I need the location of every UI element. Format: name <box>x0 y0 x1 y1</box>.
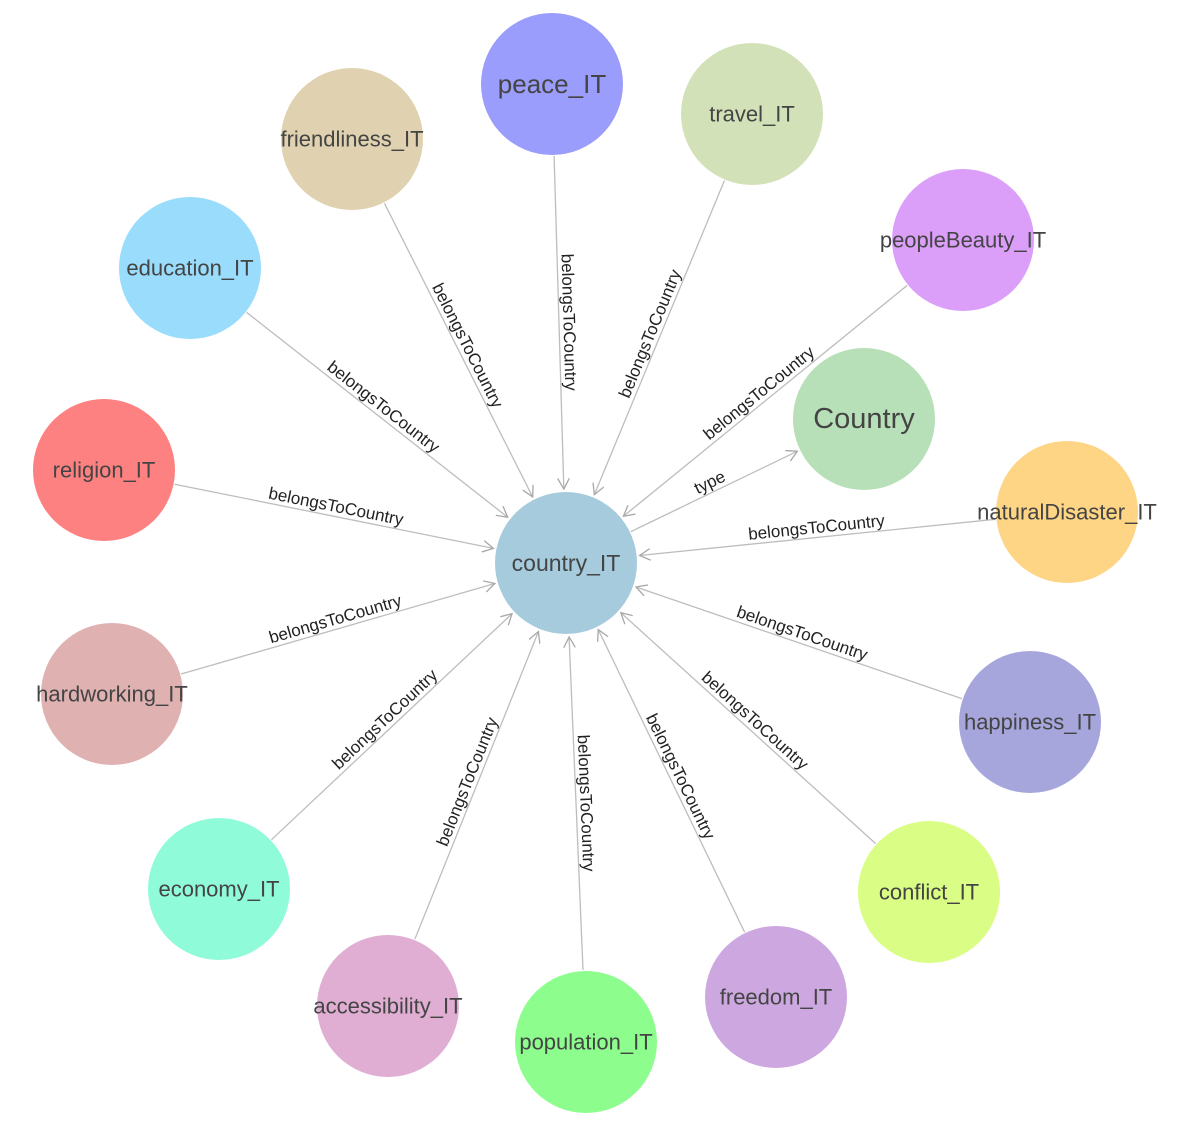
edge-line <box>640 518 996 555</box>
edge-line <box>383 202 532 497</box>
edge-line <box>271 614 512 841</box>
edge-line <box>623 284 908 516</box>
node-circle[interactable] <box>892 169 1034 311</box>
node-travel-it[interactable]: travel_IT <box>681 43 823 185</box>
edge-natural-disaster-it-to-country-it: belongsToCountry <box>640 511 996 555</box>
node-circle[interactable] <box>705 926 847 1068</box>
node-label: hardworking_IT <box>36 682 188 707</box>
node-label: country_IT <box>512 550 621 576</box>
edge-label: belongsToCountry <box>557 253 580 391</box>
node-peace-it[interactable]: peace_IT <box>481 13 623 155</box>
node-accessibility-it[interactable]: accessibility_IT <box>313 935 463 1077</box>
edge-line <box>621 613 877 845</box>
edge-freedom-it-to-country-it: belongsToCountry <box>598 630 746 933</box>
edge-label: belongsToCountry <box>324 357 444 457</box>
node-circle[interactable] <box>119 197 261 339</box>
node-circle[interactable] <box>959 651 1101 793</box>
node-circle[interactable] <box>996 441 1138 583</box>
nodes-layer: country_IT Country peace_IT travel_ITfriend… <box>33 13 1157 1113</box>
node-circle[interactable] <box>281 68 423 210</box>
node-freedom-it[interactable]: freedom_IT <box>705 926 847 1068</box>
node-label: population_IT <box>519 1030 652 1055</box>
edge-line <box>630 451 798 533</box>
node-circle[interactable] <box>481 13 623 155</box>
edge-line <box>636 587 963 700</box>
edge-label: belongsToCountry <box>328 665 441 773</box>
node-label: happiness_IT <box>964 710 1096 735</box>
node-circle[interactable] <box>793 348 935 490</box>
edge-label: belongsToCountry <box>574 734 599 872</box>
node-conflict-it[interactable]: conflict_IT <box>858 821 1000 963</box>
node-hardworking-it[interactable]: hardworking_IT <box>36 623 188 765</box>
node-natural-disaster-it[interactable]: naturalDisaster_IT <box>977 441 1157 583</box>
node-country[interactable]: Country <box>793 348 935 490</box>
node-label: religion_IT <box>53 458 156 483</box>
edge-label: belongsToCountry <box>698 668 813 774</box>
edge-label: belongsToCountry <box>734 602 870 665</box>
edge-line <box>414 632 539 940</box>
node-label: Country <box>813 403 915 435</box>
node-label: conflict_IT <box>879 880 979 905</box>
node-people-beauty-it[interactable]: peopleBeauty_IT <box>880 169 1046 311</box>
node-circle[interactable] <box>33 399 175 541</box>
edge-population-it-to-country-it: belongsToCountry <box>569 637 599 971</box>
edge-friendliness-it-to-country-it: belongsToCountry <box>383 202 532 497</box>
node-circle[interactable] <box>317 935 459 1077</box>
node-happiness-it[interactable]: happiness_IT <box>959 651 1101 793</box>
edge-label: belongsToCountry <box>428 280 507 411</box>
node-country-it[interactable]: country_IT <box>495 492 637 634</box>
edge-line <box>553 155 564 489</box>
edge-country-it-to-country: type <box>630 451 798 533</box>
node-circle[interactable] <box>681 43 823 185</box>
node-circle[interactable] <box>495 492 637 634</box>
edge-line <box>598 630 746 933</box>
edge-happiness-it-to-country-it: belongsToCountry <box>636 587 963 700</box>
edge-label: belongsToCountry <box>433 714 502 849</box>
node-label: naturalDisaster_IT <box>977 500 1157 525</box>
node-label: peace_IT <box>498 69 607 99</box>
node-label: travel_IT <box>709 102 795 127</box>
node-friendliness-it[interactable]: friendliness_IT <box>280 68 424 210</box>
node-education-it[interactable]: education_IT <box>119 197 261 339</box>
node-circle[interactable] <box>515 971 657 1113</box>
edge-travel-it-to-country-it: belongsToCountry <box>594 180 726 495</box>
edge-peace-it-to-country-it: belongsToCountry <box>553 155 580 489</box>
edge-line <box>174 483 494 548</box>
node-label: friendliness_IT <box>280 127 423 152</box>
edge-line <box>594 180 726 495</box>
node-label: peopleBeauty_IT <box>880 228 1046 253</box>
edge-label: belongsToCountry <box>642 711 719 843</box>
edge-line <box>569 637 584 971</box>
node-religion-it[interactable]: religion_IT <box>33 399 175 541</box>
edge-religion-it-to-country-it: belongsToCountry <box>174 483 494 549</box>
node-population-it[interactable]: population_IT <box>515 971 657 1113</box>
node-economy-it[interactable]: economy_IT <box>148 818 290 960</box>
node-circle[interactable] <box>41 623 183 765</box>
edge-economy-it-to-country-it: belongsToCountry <box>271 614 512 841</box>
node-circle[interactable] <box>148 818 290 960</box>
edge-line <box>246 311 508 517</box>
edge-line <box>180 584 495 675</box>
edge-hardworking-it-to-country-it: belongsToCountry <box>180 584 495 675</box>
edge-label: belongsToCountry <box>615 266 685 400</box>
edge-label: belongsToCountry <box>747 511 886 544</box>
node-label: economy_IT <box>158 877 279 902</box>
node-circle[interactable] <box>858 821 1000 963</box>
node-label: education_IT <box>126 256 253 281</box>
node-label: freedom_IT <box>720 985 833 1010</box>
node-label: accessibility_IT <box>313 994 462 1019</box>
edge-label: belongsToCountry <box>267 591 404 647</box>
